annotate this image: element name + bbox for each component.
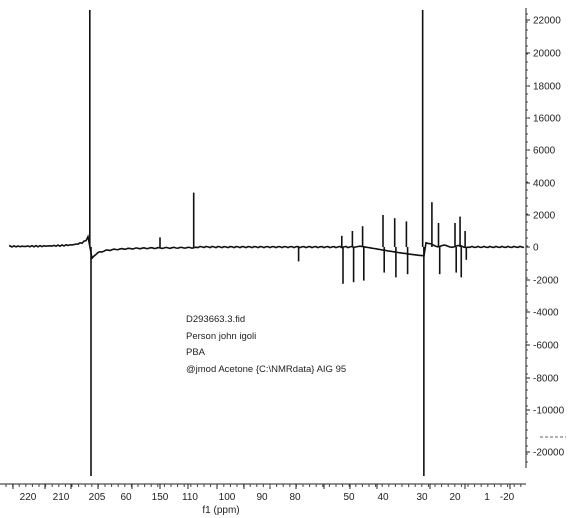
y-tick-label: -6000 [533,341,559,352]
x-tick-label: 60 [120,492,132,503]
y-tick-label: -4000 [533,308,559,319]
x-tick-label: 90 [256,492,268,503]
spectrum-baseline [9,234,525,260]
y-axis: 220002000018000160006000400020000-2000-4… [525,8,565,468]
x-axis: 220 210 205 60 150 110 100 90 80 50 40 30 20 1 -20 [0,483,526,503]
y-tick-label: -10000 [533,406,565,417]
info-sample: PBA [186,347,206,358]
x-tick-label: 100 [219,492,236,503]
y-tick-label: 18000 [533,82,561,93]
x-tick-label: 205 [89,492,106,503]
y-tick-label: 4000 [533,179,556,190]
y-tick-label: 0 [533,243,539,254]
info-filename: D293663.3.fid [186,314,246,325]
info-person: Person john igoli [186,330,257,342]
y-tick-label: -20000 [533,448,565,459]
x-tick-label: 80 [289,492,301,503]
x-tick-label: -20 [500,492,515,503]
y-tick-label: 16000 [533,114,561,125]
x-tick-label: 110 [182,492,198,503]
spectrum-layer [9,10,525,476]
x-tick-label: 40 [377,492,389,503]
y-tick-label: -8000 [533,374,559,385]
x-tick-label: 30 [416,492,428,503]
x-tick-label: 210 [53,492,70,503]
y-tick-label: 2000 [533,211,556,222]
y-tick-label: 22000 [533,16,561,27]
x-tick-label: 150 [152,492,169,503]
x-tick-label: 1 [484,492,490,503]
info-method: @jmod Acetone {C:\NMRdata} AIG 95 [186,363,347,375]
y-tick-label: -2000 [533,276,559,287]
x-tick-label: 50 [343,492,355,503]
x-tick-label: 20 [449,492,461,503]
acquisition-info: D293663.3.fid Person john igoli PBA @jmo… [186,312,346,378]
y-tick-label: 20000 [533,49,561,60]
y-tick-label: 6000 [533,146,556,157]
x-tick-label: 220 [20,492,37,503]
x-axis-title: f1 (ppm) [202,505,239,516]
